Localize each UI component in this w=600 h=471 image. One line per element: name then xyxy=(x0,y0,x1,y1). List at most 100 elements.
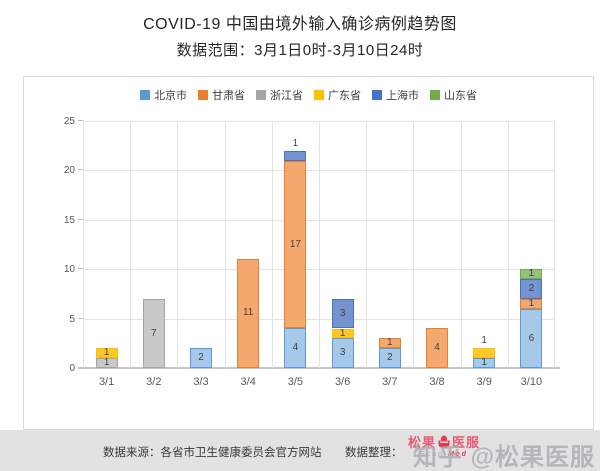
bar-segment xyxy=(520,269,543,280)
x-tick-label: 3/2 xyxy=(146,376,162,388)
bar-segment xyxy=(284,328,307,368)
gridline xyxy=(508,121,509,368)
bar-value-label: 4 xyxy=(292,342,299,354)
bar-segment xyxy=(142,298,165,368)
gridline xyxy=(554,121,555,368)
legend-swatch xyxy=(198,90,208,100)
chart-card: 北京市 甘肃省 浙江省 广东省 上海市 山东省 0 5 10 15 20 25 1 1 3/1 7 3/2 2 3… xyxy=(23,76,594,430)
gridline xyxy=(413,121,414,368)
bar-segment xyxy=(95,348,118,359)
legend-item: 北京市 xyxy=(140,87,187,103)
legend-item: 山东省 xyxy=(430,87,477,103)
bar-value-label: 1 xyxy=(528,297,535,309)
legend-item: 浙江省 xyxy=(256,87,303,103)
legend-swatch xyxy=(256,90,266,100)
y-tick-label: 10 xyxy=(63,264,75,276)
legend-label: 山东省 xyxy=(444,90,477,102)
legend-label: 浙江省 xyxy=(270,90,303,102)
y-tick-label: 5 xyxy=(69,313,75,325)
bar-value-label: 1 xyxy=(481,357,487,369)
chart-subtitle: 数据范围：3月1日0时-3月10日24时 xyxy=(176,42,424,59)
bar-value-label: 6 xyxy=(528,332,535,344)
bar-segment xyxy=(237,259,260,368)
legend-label: 北京市 xyxy=(154,90,187,102)
x-tick-label: 3/9 xyxy=(476,376,492,388)
bar-segment xyxy=(473,348,496,359)
y-tick-label: 20 xyxy=(63,165,75,177)
bar-segment xyxy=(331,298,354,329)
gridline xyxy=(83,121,84,368)
gridline xyxy=(461,121,462,368)
x-tick-label: 3/10 xyxy=(520,376,543,388)
legend-label: 上海市 xyxy=(386,90,419,102)
x-tick-label: 3/7 xyxy=(382,376,398,388)
bar-value-label: 1 xyxy=(528,268,535,280)
bar-value-label: 11 xyxy=(242,307,254,319)
bar-segment xyxy=(378,338,401,349)
y-tick-mark xyxy=(78,268,83,270)
bar-value-label: 4 xyxy=(434,342,440,354)
x-tick-label: 3/6 xyxy=(334,376,351,388)
pinecone-pot-icon xyxy=(438,435,450,448)
y-tick-mark xyxy=(78,169,83,171)
legend-swatch xyxy=(430,90,440,100)
y-tick-mark xyxy=(78,120,83,121)
gridline xyxy=(225,121,226,368)
logo-text-part2: 医服 xyxy=(452,434,481,450)
footer: 数据来源：各省市卫生健康委员会官方网站 数据整理： 松果 医服 Scan Med… xyxy=(0,430,600,471)
plot-area: 0 5 10 15 20 25 1 1 3/1 7 3/2 2 3/3 11 3/4 4 17 1 3/5 3 1 3 3/… xyxy=(64,116,560,388)
legend-swatch xyxy=(372,90,382,100)
bar-segment xyxy=(426,328,448,368)
y-tick-mark xyxy=(78,317,83,319)
gridline xyxy=(130,121,131,368)
bar-value-label: 3 xyxy=(339,347,346,359)
y-tick-label: 15 xyxy=(63,214,75,226)
data-credit-text: 数据整理： xyxy=(345,447,403,459)
legend-item: 广东省 xyxy=(314,87,361,103)
gridline xyxy=(319,121,320,368)
gridline xyxy=(366,121,367,368)
bar-segment xyxy=(331,328,354,339)
bar-value-label: 2 xyxy=(387,352,393,364)
legend-item: 甘肃省 xyxy=(198,87,245,103)
bar-value-label: 3 xyxy=(339,307,346,319)
zhihu-watermark: 知乎 @松果医服 xyxy=(412,444,595,471)
bar-segment xyxy=(190,348,212,368)
gridline xyxy=(272,121,273,368)
bar-segment xyxy=(378,348,401,368)
x-tick-label: 3/3 xyxy=(193,376,209,388)
bar-segment xyxy=(331,338,354,368)
bar-value-label: 1 xyxy=(103,357,110,369)
y-tick-label: 25 xyxy=(63,116,75,127)
bar-segment xyxy=(284,160,307,329)
data-source-text: 数据来源：各省市卫生健康委员会官方网站 xyxy=(103,447,322,459)
x-tick-label: 3/4 xyxy=(240,376,256,388)
legend-swatch xyxy=(140,90,150,100)
legend: 北京市 甘肃省 浙江省 广东省 上海市 山东省 xyxy=(24,87,593,103)
bar-value-label: 7 xyxy=(151,327,157,339)
bar-value-label: 1 xyxy=(339,327,346,339)
legend-item: 上海市 xyxy=(372,87,419,103)
bar-value-label: 1 xyxy=(387,337,393,349)
bar-value-label: 2 xyxy=(198,352,204,364)
bar-segment xyxy=(520,298,543,309)
logo-text-part1: 松果 xyxy=(407,434,436,450)
bar-value-label: 17 xyxy=(289,238,301,250)
y-tick-label: 0 xyxy=(69,363,75,374)
legend-label: 广东省 xyxy=(328,90,361,102)
bar-segment xyxy=(284,150,307,161)
x-axis-line xyxy=(78,367,560,369)
chart-header: COVID-19 中国由境外输入确诊病例趋势图 数据范围：3月1日0时-3月10… xyxy=(0,12,600,63)
legend-label: 甘肃省 xyxy=(212,90,245,102)
legend-swatch xyxy=(314,90,324,100)
bar-segment xyxy=(520,308,543,368)
bar-value-label: 1 xyxy=(481,335,487,347)
y-tick-mark xyxy=(78,368,83,369)
gridline xyxy=(177,121,178,368)
bar-value-label: 1 xyxy=(292,137,299,149)
x-tick-label: 3/1 xyxy=(98,376,115,388)
bar-value-label: 1 xyxy=(103,347,110,359)
logo-subtext: Scan Med xyxy=(420,451,468,458)
y-tick-mark xyxy=(78,218,83,220)
